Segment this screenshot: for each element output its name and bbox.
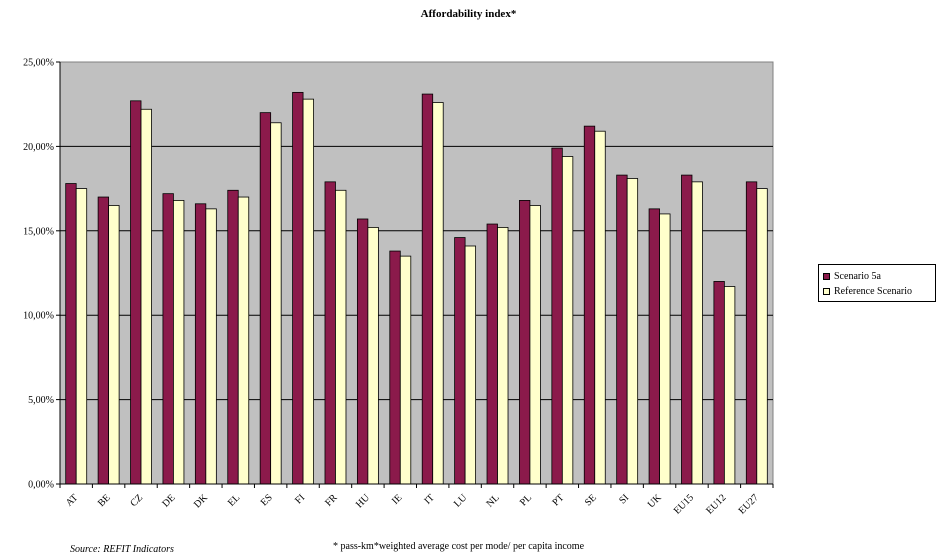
y-tick-label: 5,00% [28, 395, 54, 406]
bar-reference-scenario-si [626, 178, 639, 485]
y-tick-label: 25,00% [23, 58, 54, 69]
bar-reference-scenario-nl [497, 227, 509, 485]
y-tick-label: 20,00% [23, 142, 54, 153]
bar-scenario-5a-se [583, 125, 596, 485]
legend-swatch-scenario [823, 272, 830, 280]
bar-scenario-5a-pt [551, 147, 563, 485]
bar-scenario-5a-cz [130, 100, 142, 485]
bar-reference-scenario-fi [302, 98, 314, 485]
bar-scenario-5a-fr [324, 181, 336, 485]
bar-scenario-5a-dk [194, 203, 207, 485]
bar-scenario-5a-hu [356, 218, 369, 485]
legend-label-reference: Reference Scenario [834, 285, 913, 297]
bar-reference-scenario-es [270, 122, 282, 485]
bar-reference-scenario-uk [659, 213, 671, 485]
bar-reference-scenario-it [432, 102, 444, 485]
bar-scenario-5a-eu12 [713, 281, 725, 485]
bar-reference-scenario-se [594, 130, 606, 485]
bar-scenario-5a-nl [486, 223, 498, 485]
bar-reference-scenario-hu [367, 227, 379, 485]
x-tick-label: UK [646, 492, 665, 511]
legend-swatch-reference [823, 287, 830, 295]
bar-scenario-5a-si [616, 174, 628, 485]
bar-reference-scenario-de [173, 200, 185, 485]
bar-scenario-5a-es [259, 112, 272, 485]
x-tick-label: NL [484, 492, 501, 509]
bars [65, 91, 768, 485]
bar-reference-scenario-eu27 [756, 188, 768, 485]
bar-reference-scenario-cz [140, 108, 152, 485]
legend-label-scenario: Scenario 5a [834, 270, 881, 282]
x-tick-label: SE [583, 492, 599, 508]
bar-scenario-5a-uk [648, 208, 660, 485]
bar-reference-scenario-el [237, 196, 250, 485]
bar-scenario-5a-be [97, 196, 110, 485]
x-tick-label: PT [550, 492, 566, 508]
y-tick-label: 0,00% [28, 480, 54, 491]
x-tick-label: CZ [128, 492, 145, 509]
x-tick-label: EU27 [737, 492, 761, 516]
chart-title: Affordability index* [420, 8, 517, 20]
x-tick-label: LU [452, 492, 470, 510]
bar-reference-scenario-eu12 [723, 286, 736, 485]
bar-reference-scenario-at [75, 188, 88, 485]
legend-item-reference: Reference Scenario [823, 284, 912, 298]
x-tick-label: IE [390, 492, 404, 506]
bar-scenario-5a-it [421, 93, 434, 485]
bar-reference-scenario-dk [205, 208, 217, 485]
x-tick-label: DK [192, 492, 211, 511]
bar-scenario-5a-fi [292, 91, 304, 485]
bar-scenario-5a-eu15 [681, 174, 693, 485]
bar-reference-scenario-be [108, 205, 120, 485]
x-tick-label: AT [64, 492, 80, 508]
bar-scenario-5a-ie [389, 250, 401, 485]
y-tick-label: 15,00% [23, 226, 54, 237]
bar-reference-scenario-eu15 [691, 181, 703, 485]
x-tick-label: SI [617, 492, 631, 506]
bar-scenario-5a-pl [519, 200, 531, 485]
bar-reference-scenario-pt [561, 156, 574, 485]
legend: Scenario 5a Reference Scenario [818, 264, 936, 302]
bar-reference-scenario-fr [335, 189, 347, 485]
x-tick-label: EU15 [672, 492, 696, 516]
legend-item-scenario: Scenario 5a [823, 269, 881, 283]
bar-reference-scenario-pl [529, 205, 541, 485]
bar-scenario-5a-el [227, 189, 239, 485]
bar-scenario-5a-at [65, 183, 77, 485]
x-tick-label: PL [518, 492, 534, 508]
x-tick-label: BE [96, 492, 113, 509]
x-tick-label: EU12 [704, 492, 728, 516]
bar-reference-scenario-lu [464, 245, 477, 485]
y-tick-label: 10,00% [23, 311, 54, 322]
x-tick-label: FR [323, 492, 340, 509]
x-tick-label: DE [160, 492, 177, 509]
source-note: Source: REFIT Indicators [70, 544, 174, 555]
x-tick-label: IT [422, 492, 436, 506]
bar-reference-scenario-ie [399, 255, 412, 485]
bar-scenario-5a-eu27 [745, 181, 758, 485]
x-tick-label: EL [226, 492, 242, 508]
footnote: * pass-km*weighted average cost per mode… [333, 541, 585, 552]
bar-scenario-5a-lu [454, 237, 466, 485]
x-tick-label: HU [354, 492, 373, 511]
x-tick-label: ES [259, 492, 275, 508]
x-tick-label: FI [293, 492, 307, 506]
bar-scenario-5a-de [162, 193, 174, 485]
